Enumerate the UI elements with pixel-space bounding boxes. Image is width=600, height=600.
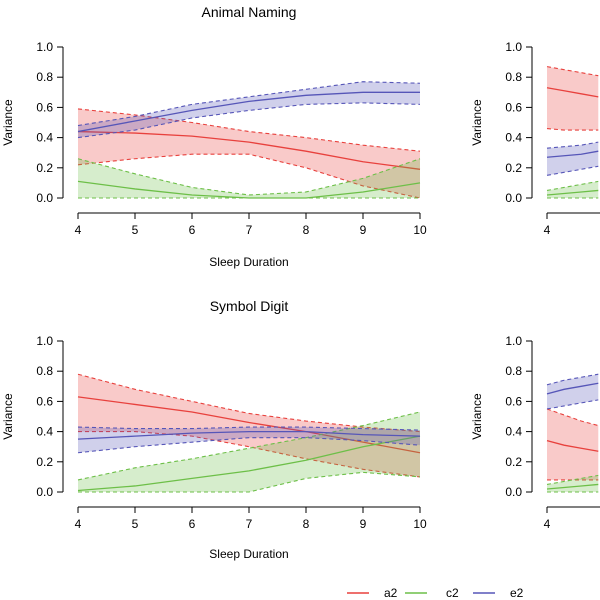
series-line-e2: [77, 91, 420, 133]
y-tick-label: 1.0: [36, 334, 53, 348]
ci-upper-c2: [546, 474, 599, 485]
legend-label-a2: a2: [384, 586, 398, 600]
x-axis-label: Sleep Duration: [209, 547, 288, 561]
ci-lower-e2: [546, 399, 599, 410]
series-line-c2: [77, 180, 421, 199]
legend-label-c2: c2: [446, 586, 459, 600]
x-tick-label: 4: [544, 223, 551, 237]
x-tick-label: 8: [303, 517, 310, 531]
ci-upper-e2: [77, 81, 421, 127]
ci-upper-c2: [546, 180, 599, 191]
y-tick-label: 0.2: [505, 455, 522, 469]
y-tick-label: 0.8: [36, 364, 53, 378]
y-tick-label: 1.0: [36, 40, 53, 54]
x-tick-label: 10: [413, 223, 427, 237]
x-tick-label: 10: [413, 517, 427, 531]
ci-band-a2: [78, 374, 420, 477]
series-line-a2: [77, 130, 421, 170]
series-line-e2: [77, 430, 421, 440]
y-tick-label: 0.0: [36, 485, 53, 499]
x-tick-label: 6: [189, 517, 196, 531]
x-tick-label: 5: [132, 517, 139, 531]
chart-panel: Symbol Digit 0.0 0.2 0.4 0.6 0.8 1.0 Variance 4 5…: [1, 298, 427, 561]
panels: Animal Naming 0.0 0.2 0.4 0.6 0.8 1.0 Variance 4…: [1, 4, 600, 561]
y-tick-label: 0.8: [505, 70, 522, 84]
ci-band-e2: [78, 81, 420, 138]
x-axis-label: Sleep Duration: [209, 255, 288, 269]
y-axis-label: Variance: [1, 393, 15, 440]
ci-upper-c2: [77, 158, 421, 196]
y-tick-label: 0.2: [36, 161, 53, 175]
ci-upper-a2: [546, 408, 599, 427]
ci-lower-a2: [77, 153, 421, 199]
x-tick-label: 7: [246, 517, 253, 531]
x-tick-label: 6: [189, 223, 196, 237]
y-tick-label: 0.0: [505, 485, 522, 499]
ci-band-e2: [547, 374, 599, 409]
x-tick-label: 9: [360, 517, 367, 531]
series-line-a2: [546, 87, 599, 98]
series-line-c2: [546, 189, 599, 196]
y-tick-label: 0.8: [505, 364, 522, 378]
x-tick-label: 4: [75, 517, 82, 531]
x-tick-label: 9: [360, 223, 367, 237]
ci-upper-e2: [546, 373, 599, 386]
legend-label-e2: e2: [510, 586, 524, 600]
y-tick-label: 0.0: [36, 191, 53, 205]
x-tick-label: 8: [303, 223, 310, 237]
ci-lower-a2: [78, 431, 421, 478]
chart-panel: 0.0 0.2 0.4 0.6 0.8 1.0 Variance 4: [470, 334, 600, 531]
ci-lower-a2: [546, 127, 599, 131]
series-line-a2: [77, 396, 421, 454]
ci-upper-e2: [77, 426, 421, 431]
y-tick-label: 0.6: [505, 394, 522, 408]
x-tick-label: 5: [132, 223, 139, 237]
ci-upper-a2: [77, 108, 421, 152]
x-tick-label: 4: [75, 223, 82, 237]
y-tick-label: 1.0: [505, 40, 522, 54]
series-line-a2: [546, 440, 599, 452]
x-tick-label: 7: [246, 223, 253, 237]
ci-lower-e2: [546, 165, 599, 176]
ci-lower-c2: [78, 471, 421, 493]
chart-title: Animal Naming: [202, 4, 297, 20]
chart-panel: Animal Naming 0.0 0.2 0.4 0.6 0.8 1.0 Variance 4…: [1, 4, 427, 269]
ci-upper-a2: [546, 66, 599, 77]
y-tick-label: 0.2: [36, 455, 53, 469]
y-axis-label: Variance: [1, 99, 15, 146]
ci-band-a2: [547, 408, 599, 480]
y-tick-label: 0.2: [505, 161, 522, 175]
y-tick-label: 0.4: [505, 131, 522, 145]
legend: a2 c2 e2: [347, 586, 524, 600]
y-tick-label: 0.4: [36, 425, 53, 439]
y-tick-label: 0.0: [505, 191, 522, 205]
ci-band-a2: [78, 108, 420, 198]
ci-band-a2: [547, 66, 599, 131]
ci-upper-c2: [77, 411, 421, 481]
ci-band-e2: [547, 142, 599, 176]
ci-upper-e2: [546, 141, 599, 149]
y-tick-label: 0.6: [36, 100, 53, 114]
chart-panel: 0.0 0.2 0.4 0.6 0.8 1.0 Variance 4: [470, 40, 600, 237]
ci-band-c2: [78, 158, 420, 198]
y-tick-label: 0.6: [505, 100, 522, 114]
chart-title: Symbol Digit: [210, 298, 289, 314]
y-tick-label: 0.4: [36, 131, 53, 145]
y-axis-label: Variance: [470, 99, 484, 146]
series-line-c2: [77, 435, 421, 492]
series-line-e2: [546, 150, 599, 158]
ci-upper-a2: [77, 373, 421, 433]
series-line-e2: [546, 382, 599, 395]
y-axis-label: Variance: [470, 393, 484, 440]
ci-lower-e2: [77, 437, 421, 454]
series-line-c2: [546, 483, 599, 490]
y-tick-label: 0.4: [505, 425, 522, 439]
y-tick-label: 1.0: [505, 334, 522, 348]
y-tick-label: 0.6: [36, 394, 53, 408]
x-tick-label: 4: [544, 517, 551, 531]
ci-band-c2: [547, 181, 599, 198]
y-tick-label: 0.8: [36, 70, 53, 84]
ci-lower-e2: [77, 102, 421, 139]
